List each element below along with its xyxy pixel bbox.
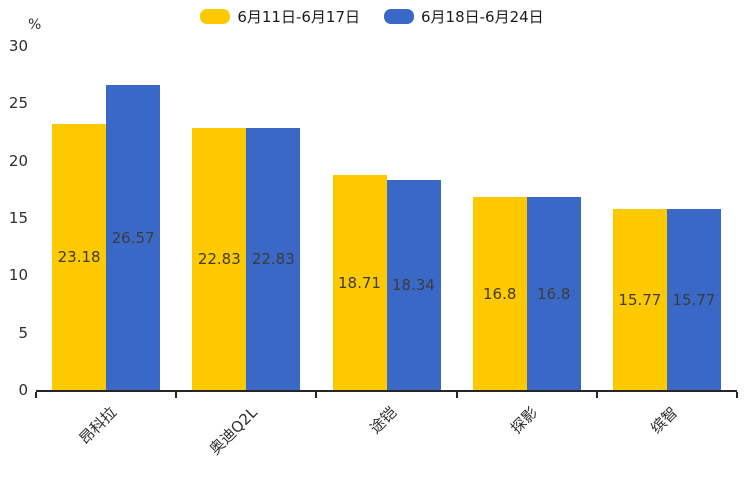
bar-value-label: 18.71 xyxy=(338,273,381,292)
bar-series2-昂科拉: 26.57 xyxy=(106,85,161,390)
bar-value-label: 16.8 xyxy=(482,284,517,303)
x-axis-tick-mark xyxy=(455,392,458,398)
legend: 6月11日-6月17日 6月18日-6月24日 xyxy=(0,6,744,27)
bar-series2-途铠: 18.34 xyxy=(386,179,441,390)
y-axis-unit-label: % xyxy=(28,17,42,33)
bar-value-label: 18.34 xyxy=(392,275,435,294)
y-axis-tick-label-20: 20 xyxy=(8,151,28,170)
bar-series1-缤智: 15.77 xyxy=(612,209,667,390)
bar-value-label: 23.18 xyxy=(57,248,101,267)
legend-label-week1: 6月11日-6月17日 xyxy=(237,8,360,26)
x-axis-tick-mark xyxy=(175,392,178,398)
y-axis-tick-label-5: 5 xyxy=(18,323,28,342)
x-axis-tick-mark xyxy=(736,392,738,398)
x-axis-tick-mark xyxy=(35,392,37,398)
x-axis-tick-mark xyxy=(595,392,598,398)
legend-label-week2: 6月18日-6月24日 xyxy=(421,8,544,26)
bar-series1-昂科拉: 23.18 xyxy=(52,124,107,390)
bar-series2-缤智: 15.77 xyxy=(666,209,721,390)
x-axis-tick-mark xyxy=(315,392,318,398)
bar-series1-奥迪Q2L: 22.83 xyxy=(192,128,247,390)
bar-value-label: 26.57 xyxy=(111,228,155,247)
legend-item-week1[interactable]: 6月11日-6月17日 xyxy=(200,6,360,27)
legend-swatch-week2-icon xyxy=(384,9,414,24)
x-axis-category-label-途铠: 途铠 xyxy=(366,403,401,438)
y-axis-tick-label-15: 15 xyxy=(8,209,28,227)
bar-value-label: 15.77 xyxy=(618,290,662,309)
legend-item-week2[interactable]: 6月18日-6月24日 xyxy=(384,6,544,27)
y-axis-tick-label-10: 10 xyxy=(8,266,28,285)
plot-area: 0 5 10 15 20 25 30 23.18 26.57 昂科拉 22.83 22.83 奥迪Q2L… xyxy=(9,37,738,458)
bar-value-label: 16.8 xyxy=(536,284,571,303)
x-axis-category-label-奥迪Q2L: 奥迪Q2L xyxy=(205,403,261,459)
y-axis-tick-label-25: 25 xyxy=(8,94,28,113)
bar-value-label: 15.77 xyxy=(672,290,716,309)
bar-value-label: 22.83 xyxy=(251,250,295,269)
y-axis-tick-label-0: 0 xyxy=(18,381,28,399)
legend-swatch-week1-icon xyxy=(200,9,231,24)
bar-series2-探影: 16.8 xyxy=(526,197,581,390)
bar-series1-探影: 16.8 xyxy=(472,197,527,390)
x-axis-category-label-探影: 探影 xyxy=(506,403,541,438)
y-axis-tick-label-30: 30 xyxy=(8,37,28,55)
x-axis-category-label-缤智: 缤智 xyxy=(647,403,682,438)
bar-value-label: 22.83 xyxy=(197,250,241,269)
bar-series2-奥迪Q2L: 22.83 xyxy=(246,128,301,390)
x-axis-category-label-昂科拉: 昂科拉 xyxy=(75,403,121,448)
bar-series1-途铠: 18.71 xyxy=(332,175,387,390)
